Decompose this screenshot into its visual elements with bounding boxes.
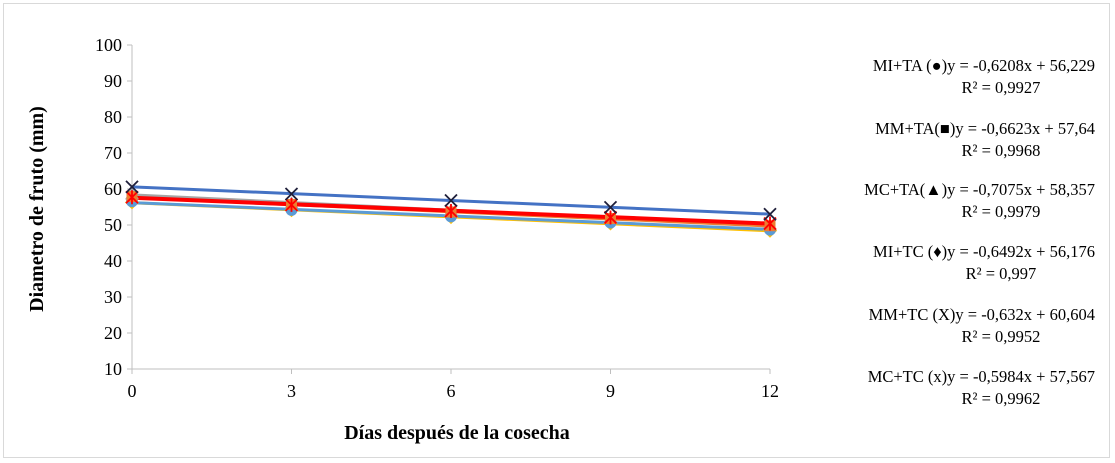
trendline-r2: R² = 0,9927 (962, 78, 1041, 97)
trendline-equations: MI+TA (●)y = -0,6208x + 56,229 R² = 0,992… (864, 56, 1095, 408)
x-tick-label: 6 (447, 381, 456, 401)
trendline-equation: MM+TA(■)y = -0,6623x + 57,64 (875, 119, 1095, 138)
data-point-x (603, 200, 618, 214)
data-point-x (284, 187, 299, 201)
y-tick-label: 10 (104, 359, 122, 379)
y-tick-label: 90 (104, 71, 122, 91)
data-point-star (444, 203, 458, 218)
y-tick-label: 100 (95, 35, 122, 55)
data-point-star (763, 216, 777, 231)
trendline-r2: R² = 0,997 (966, 264, 1037, 283)
trendline-equation: MI+TC (♦)y = -0,6492x + 56,176 (873, 242, 1095, 261)
data-point-star (284, 197, 299, 212)
trendline-equation: MI+TA (●)y = -0,6208x + 56,229 (873, 56, 1095, 75)
trendline-r2: R² = 0,9952 (962, 327, 1041, 346)
x-tick-label: 12 (761, 381, 779, 401)
y-tick-label: 20 (104, 323, 122, 343)
data-point-x (763, 207, 777, 221)
x-tick-labels: 0 3 6 9 12 (128, 369, 779, 401)
x-tick-label: 9 (606, 381, 615, 401)
trendline-equation: MC+TC (x)y = -0,5984x + 57,567 (868, 367, 1095, 386)
y-tick-label: 30 (104, 287, 122, 307)
y-tick-label: 60 (104, 179, 122, 199)
data-points (125, 180, 777, 238)
x-tick-label: 3 (287, 381, 296, 401)
chart-frame (3, 3, 1110, 458)
trendline-r2: R² = 0,9962 (962, 389, 1041, 408)
trendline-equation: MC+TA(▲)y = -0,7075x + 58,357 (864, 180, 1095, 199)
x-axis-title: Días después de la cosecha (344, 422, 570, 444)
data-point-star (125, 190, 139, 205)
y-tick-label: 50 (104, 215, 122, 235)
trendline-r2: R² = 0,9968 (962, 141, 1041, 160)
y-axis-title: Diametro de fruto (mm) (26, 106, 48, 312)
y-tick-label: 70 (104, 143, 122, 163)
x-tick-label: 0 (128, 381, 137, 401)
data-point-x (125, 180, 139, 194)
y-tick-label: 80 (104, 107, 122, 127)
trendline-equation: MM+TC (X)y = -0,632x + 60,604 (869, 305, 1095, 324)
y-tick-label: 40 (104, 251, 122, 271)
data-point-x (444, 193, 458, 208)
data-point-star (603, 210, 618, 225)
trendline-r2: R² = 0,9979 (962, 202, 1041, 221)
y-tick-labels: 10 20 30 40 50 60 70 80 90 100 (95, 35, 132, 379)
